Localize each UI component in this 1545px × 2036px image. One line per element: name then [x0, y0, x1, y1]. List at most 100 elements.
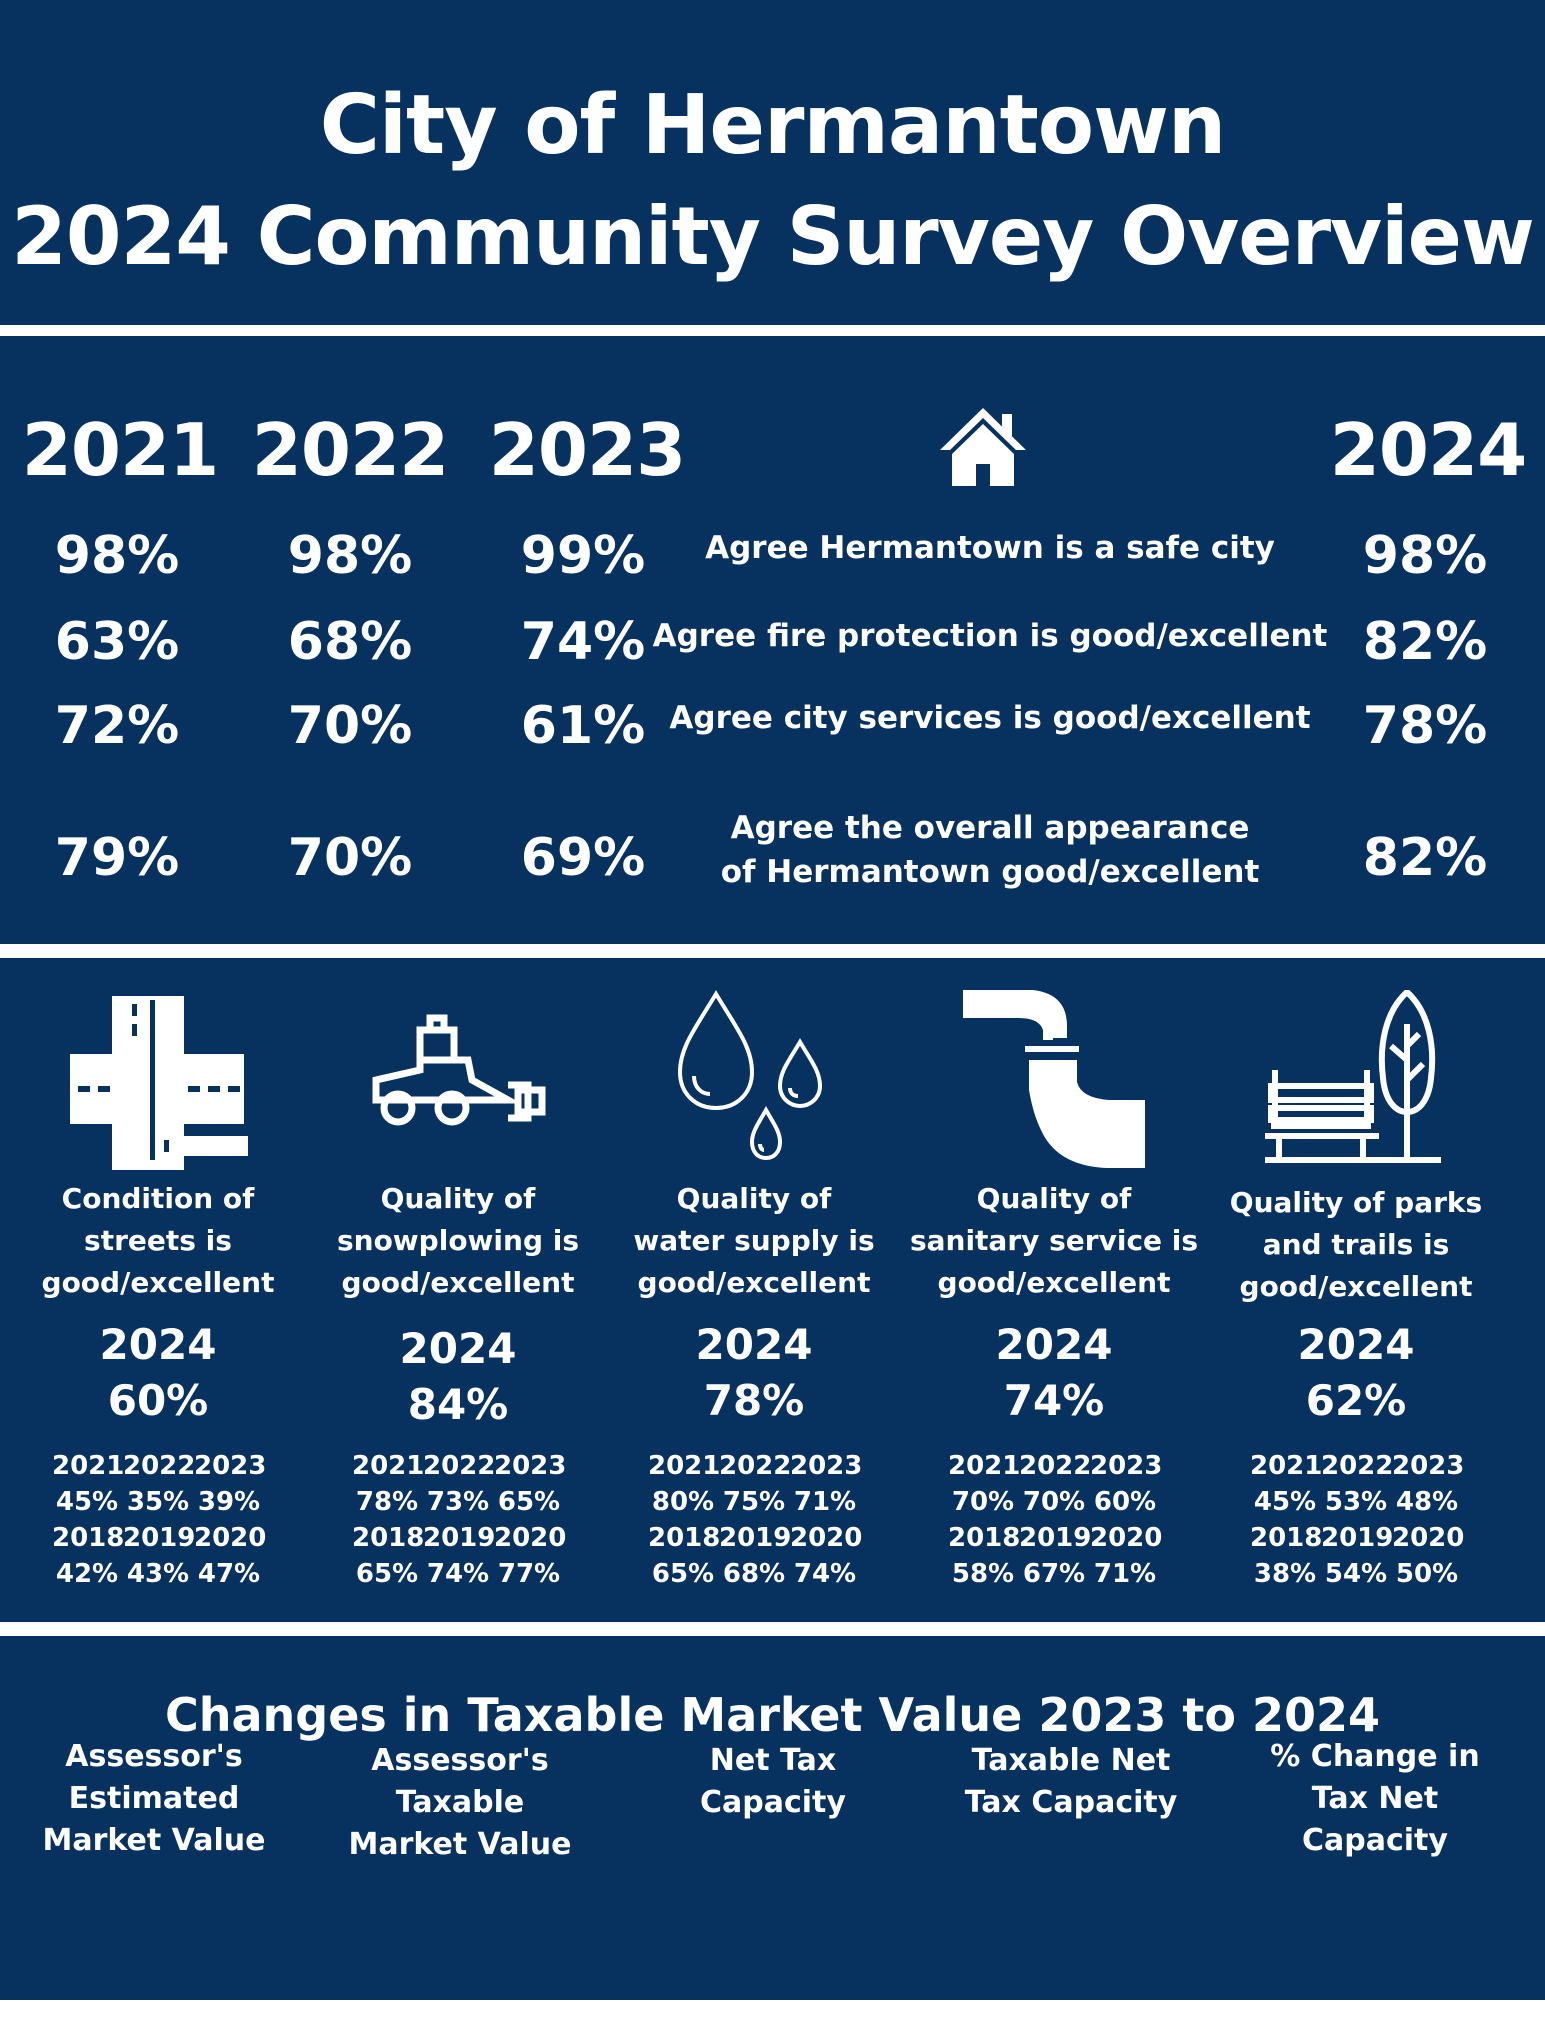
streets-label-line-3: good/excellent	[41, 1266, 275, 1299]
pct-value: 74%	[426, 1559, 490, 1589]
taxable-value-panel: Changes in Taxable Market Value 2023 to …	[0, 1636, 1545, 2036]
pct-value: 65%	[651, 1559, 715, 1589]
streets-history: 2021 2022 2023 45% 35% 39% 2018 2019 2020 42% 4…	[52, 1448, 267, 1592]
year-label: 2023	[790, 1451, 863, 1481]
year-label: 2018	[52, 1523, 125, 1553]
year-label: 2020	[494, 1523, 567, 1553]
water-year: 2024	[695, 1320, 813, 1369]
column-label: Market Value	[42, 1823, 266, 1858]
year-label: 2019	[1321, 1523, 1394, 1553]
parks-year: 2024	[1297, 1320, 1415, 1369]
streets-icon	[10, 990, 306, 1180]
year-label: 2023	[194, 1451, 267, 1481]
pct-value: 54%	[1324, 1559, 1388, 1589]
quality-panel: Condition of streets is good/excellent 2…	[0, 958, 1545, 1622]
year-label: 2018	[648, 1523, 721, 1553]
sanitary-pct: 74%	[1003, 1376, 1105, 1425]
year-label: 2021	[648, 1451, 721, 1481]
pct-value: 71%	[793, 1487, 857, 1517]
year-label: 2021	[352, 1451, 425, 1481]
pct-value: 73%	[426, 1487, 490, 1517]
pipe-icon	[906, 990, 1202, 1180]
year-2022-header: 2022	[251, 408, 449, 492]
sanitary-year: 2024	[995, 1320, 1113, 1369]
appearance-2022: 70%	[287, 828, 413, 888]
streets-year: 2024	[99, 1320, 217, 1369]
appearance-2021: 79%	[54, 828, 180, 888]
pct-value: 48%	[1395, 1487, 1459, 1517]
snowplow-year: 2024	[399, 1324, 517, 1373]
column-label: % Change in	[1270, 1739, 1480, 1774]
pct-value: 78%	[355, 1487, 419, 1517]
safe-city-2021: 98%	[54, 526, 180, 586]
water-label-line-3: good/excellent	[637, 1266, 871, 1299]
year-label: 2021	[948, 1451, 1021, 1481]
pct-value: 38%	[1253, 1559, 1317, 1589]
snowplow-label-line-2: snowplowing is	[336, 1224, 580, 1257]
column-label: Taxable Net	[971, 1743, 1171, 1778]
streets-column: Condition of streets is good/excellent 2…	[10, 958, 306, 1622]
water-history: 2021 2022 2023 80% 75% 71% 2018 2019 2020 65% 6…	[648, 1448, 863, 1592]
pct-value: 35%	[126, 1487, 190, 1517]
year-label: 2018	[948, 1523, 1021, 1553]
snowplow-label-line-1: Quality of	[380, 1182, 536, 1215]
pct-value: 77%	[497, 1559, 561, 1589]
sanitary-label-line-3: good/excellent	[937, 1266, 1171, 1299]
year-label: 2021	[52, 1451, 125, 1481]
year-2021-header: 2021	[21, 408, 219, 492]
pct-value: 70%	[951, 1487, 1015, 1517]
column-label: Tax Net	[1311, 1781, 1439, 1816]
parks-history: 2021 2022 2023 45% 53% 48% 2018 2019 2020 38% 5…	[1250, 1448, 1465, 1592]
pct-value: 65%	[497, 1487, 561, 1517]
city-services-2023: 61%	[520, 696, 646, 756]
pct-value: 80%	[651, 1487, 715, 1517]
fire-protection-2024: 82%	[1362, 612, 1488, 672]
year-label: 2022	[1321, 1451, 1394, 1481]
summary-panel: 2021 2022 2023 2024 98% 98% 99% Agree He…	[0, 336, 1545, 944]
fire-protection-2021: 63%	[54, 612, 180, 672]
appearance-label-line-1: Agree the overall appearance	[730, 810, 1250, 846]
sanitary-history: 2021 2022 2023 70% 70% 60% 2018 2019 2020 58% 6…	[948, 1448, 1162, 1592]
snowplow-column: Quality of snowplowing is good/excellent…	[310, 958, 606, 1622]
pct-value: 47%	[197, 1559, 261, 1589]
snowplow-history: 2021 2022 2023 78% 73% 65% 2018 2019 2020 65% 7…	[352, 1448, 567, 1592]
water-pct: 78%	[703, 1376, 805, 1425]
year-label: 2019	[123, 1523, 196, 1553]
pct-value: 67%	[1022, 1559, 1086, 1589]
taxable-value-title: Changes in Taxable Market Value 2023 to …	[164, 1688, 1381, 1742]
house-icon	[938, 404, 1028, 488]
year-label: 2020	[790, 1523, 863, 1553]
pct-value: 75%	[722, 1487, 786, 1517]
pct-value: 45%	[1253, 1487, 1317, 1517]
pct-change-tax-net-capacity: 10.60%	[1308, 1998, 1442, 2036]
title-line-2: 2024 Community Survey Overview	[11, 190, 1535, 283]
city-services-2022: 70%	[287, 696, 413, 756]
parks-pct: 62%	[1305, 1376, 1407, 1425]
streets-label-line-2: streets is	[84, 1224, 232, 1257]
header-panel: City of Hermantown 2024 Community Survey…	[0, 0, 1545, 325]
water-drops-icon	[606, 990, 902, 1180]
snowplow-pct: 84%	[407, 1380, 509, 1429]
year-label: 2019	[1019, 1523, 1092, 1553]
net-tax-capacity: $20,208,334	[660, 1998, 886, 2036]
year-label: 2018	[1250, 1523, 1323, 1553]
taxable-market-value: $1,622,203,462	[319, 1998, 601, 2036]
city-services-2021: 72%	[54, 696, 180, 756]
pct-value: 45%	[55, 1487, 119, 1517]
pct-value: 50%	[1395, 1559, 1459, 1589]
pct-value: 39%	[197, 1487, 261, 1517]
water-label-line-2: water supply is	[633, 1224, 875, 1257]
appearance-2024: 82%	[1362, 828, 1488, 888]
year-label: 2022	[719, 1451, 792, 1481]
sanitary-label-line-2: sanitary service is	[909, 1224, 1199, 1257]
fire-protection-label: Agree fire protection is good/excellent	[652, 618, 1328, 654]
column-label: Market Value	[348, 1827, 572, 1862]
appearance-label-line-2: of Hermantown good/excellent	[720, 854, 1260, 890]
parks-label-line-2: and trails is	[1262, 1228, 1450, 1261]
streets-label-line-1: Condition of	[61, 1182, 255, 1215]
column-label: Net Tax	[709, 1743, 837, 1778]
safe-city-label: Agree Hermantown is a safe city	[705, 530, 1275, 566]
year-label: 2023	[1392, 1451, 1465, 1481]
city-services-label: Agree city services is good/excellent	[669, 700, 1311, 736]
estimated-market-value: $1,672,514,000	[13, 1998, 295, 2036]
